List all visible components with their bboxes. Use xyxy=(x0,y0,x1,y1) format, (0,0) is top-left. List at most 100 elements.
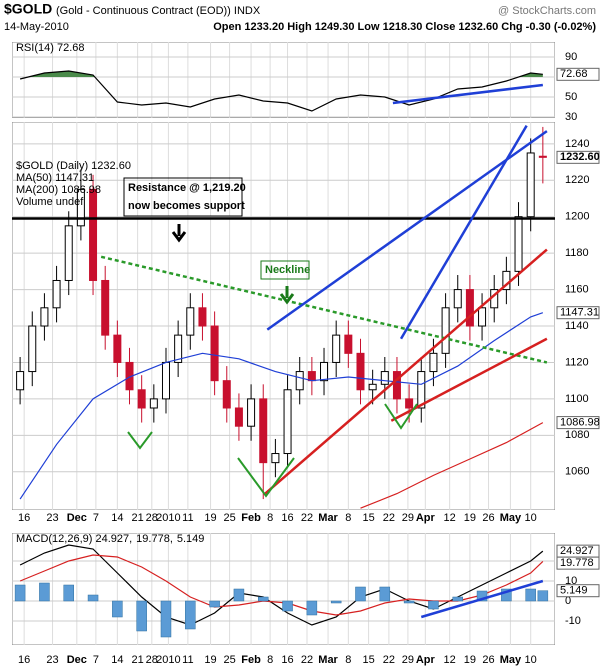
x-tick-label: 7 xyxy=(93,654,99,666)
candle-body xyxy=(16,371,25,391)
histogram-bar xyxy=(501,588,512,602)
x-tick-label: 7 xyxy=(93,512,99,524)
panel xyxy=(12,533,555,645)
x-tick-label: 26 xyxy=(482,512,494,524)
y-tick-label: 90 xyxy=(565,51,577,63)
candle-body xyxy=(161,361,170,400)
y-tick-label: 1060 xyxy=(565,466,589,478)
legend-entry: MA(200) 1086.98 xyxy=(16,184,101,196)
histogram-bar xyxy=(87,594,99,602)
y-tick-label: 1120 xyxy=(565,356,589,368)
candle-body xyxy=(465,289,474,327)
y-tick-label: 1180 xyxy=(565,247,589,259)
legend-entry: MACD(12,26,9) 24.927, xyxy=(16,533,132,545)
histogram-bar xyxy=(63,584,74,602)
candle-body xyxy=(344,334,353,354)
legend-entry: RSI(14) 72.68 xyxy=(16,42,84,54)
histogram-bar xyxy=(355,586,366,602)
x-tick-label: May xyxy=(500,654,522,666)
candle-body xyxy=(89,188,98,281)
y-tick-label: 1240 xyxy=(565,138,589,150)
x-tick-label: Apr xyxy=(416,654,436,666)
candle-body xyxy=(174,334,183,363)
value-tag: 5.149 xyxy=(560,585,588,597)
x-tick-label: 12 xyxy=(444,654,456,666)
x-tick-label: 23 xyxy=(46,654,58,666)
candle-body xyxy=(234,407,243,427)
legend-entry: Volume undef xyxy=(16,196,84,208)
candle-body xyxy=(332,334,341,363)
value-tag: 72.68 xyxy=(560,68,588,80)
candle-body xyxy=(368,383,377,391)
x-tick-label: 22 xyxy=(301,654,313,666)
x-tick-label: 8 xyxy=(267,512,273,524)
x-tick-label: 22 xyxy=(301,512,313,524)
plot xyxy=(12,122,555,510)
histogram-bar xyxy=(306,600,318,616)
x-tick-label: Dec xyxy=(67,654,87,666)
x-tick-label: 11 xyxy=(182,654,193,666)
histogram-bar xyxy=(39,582,50,602)
histogram-bar xyxy=(282,600,293,612)
histogram-bar xyxy=(209,600,220,608)
candle-body xyxy=(198,307,207,327)
annotation: Neckline xyxy=(265,264,310,276)
candle-body xyxy=(392,371,401,400)
x-tick-label: 19 xyxy=(464,654,476,666)
candle-body xyxy=(417,371,426,409)
x-tick-label: 23 xyxy=(46,512,58,524)
candle-body xyxy=(307,371,316,382)
y-tick-label: 1080 xyxy=(565,429,589,441)
arrow xyxy=(279,286,295,305)
x-tick-label: 25 xyxy=(223,654,235,666)
x-tick-label: 22 xyxy=(383,512,395,524)
x-tick-label: 8 xyxy=(345,512,351,524)
histogram-bar xyxy=(112,600,123,618)
histogram-bar xyxy=(185,600,196,630)
candle-body xyxy=(453,289,462,309)
candle-body xyxy=(429,352,438,373)
value-tag-box xyxy=(556,556,600,570)
v-mark xyxy=(127,403,418,498)
value-tag-box xyxy=(556,584,600,598)
y-tick-label: 1100 xyxy=(565,393,589,405)
candle-body xyxy=(149,398,158,409)
instrument-name: (Gold - Continuous Contract (EOD)) INDX xyxy=(56,5,261,17)
y-tick-label: 1140 xyxy=(565,320,589,332)
x-tick-label: 16 xyxy=(18,654,30,666)
candle-body xyxy=(356,352,365,391)
candle-body xyxy=(295,371,304,391)
candle-body xyxy=(405,398,414,409)
candle-body xyxy=(52,279,61,309)
annotation: now becomes support xyxy=(128,200,245,212)
candle-body xyxy=(538,155,547,158)
x-tick-label: Mar xyxy=(318,512,338,524)
value-tag: 1232.60 xyxy=(560,151,600,163)
series-line xyxy=(19,70,543,112)
value-tag: 24.927 xyxy=(560,545,594,557)
candle-body xyxy=(186,307,195,336)
candle-body xyxy=(526,152,535,218)
series-line xyxy=(360,422,544,509)
x-tick-label: Mar xyxy=(318,654,338,666)
annotation-box xyxy=(260,260,310,280)
value-tag-box xyxy=(556,150,600,164)
histogram-bar xyxy=(233,588,245,602)
trendline xyxy=(266,130,548,331)
candle-body xyxy=(28,325,37,373)
candle-body xyxy=(320,361,329,382)
histogram-bar xyxy=(428,600,439,610)
histogram-bar xyxy=(476,590,488,602)
value-tag-box xyxy=(556,416,600,430)
y-tick-label: 0 xyxy=(565,595,571,607)
x-tick-label: 19 xyxy=(204,654,216,666)
trendline xyxy=(100,255,548,364)
y-tick-label: -10 xyxy=(565,615,581,627)
trendline xyxy=(264,248,548,495)
x-tick-label: Feb xyxy=(241,654,261,666)
x-tick-label: 16 xyxy=(18,512,30,524)
symbol: $GOLD xyxy=(4,1,52,17)
legend-entry: $GOLD (Daily) 1232.60 xyxy=(16,160,131,172)
x-tick-label: 25 xyxy=(223,512,235,524)
value-tag-box xyxy=(556,67,600,81)
